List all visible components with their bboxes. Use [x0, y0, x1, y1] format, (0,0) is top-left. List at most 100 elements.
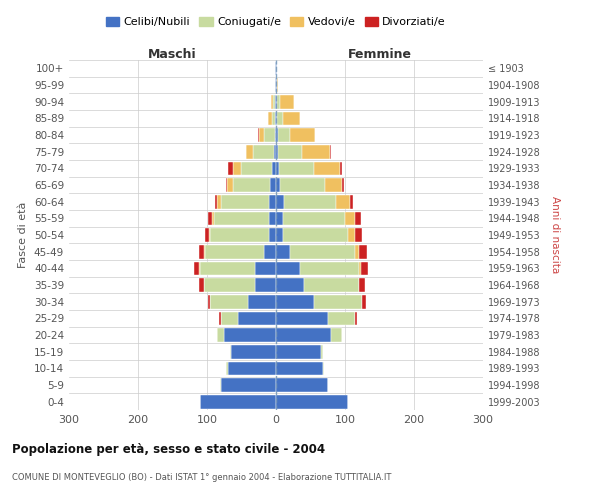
Bar — [205, 245, 263, 258]
Bar — [199, 262, 200, 275]
Bar — [284, 195, 336, 208]
Bar — [277, 95, 280, 108]
Bar — [290, 245, 355, 258]
Bar — [269, 195, 276, 208]
Bar — [275, 78, 276, 92]
Bar — [276, 78, 277, 92]
Bar — [204, 245, 205, 258]
Bar — [342, 178, 344, 192]
Bar — [212, 212, 214, 225]
Bar — [345, 212, 355, 225]
Bar — [304, 278, 359, 292]
Y-axis label: Fasce di età: Fasce di età — [19, 202, 28, 268]
Bar — [200, 262, 256, 275]
Bar — [276, 195, 284, 208]
Bar — [331, 328, 341, 342]
Bar — [328, 312, 355, 325]
Bar — [228, 162, 233, 175]
Bar — [277, 112, 283, 125]
Bar — [276, 312, 328, 325]
Bar — [241, 162, 272, 175]
Bar — [220, 312, 221, 325]
Bar — [208, 212, 212, 225]
Text: Popolazione per età, sesso e stato civile - 2004: Popolazione per età, sesso e stato civil… — [12, 442, 325, 456]
Bar — [233, 162, 241, 175]
Bar — [233, 178, 271, 192]
Bar — [355, 212, 361, 225]
Bar — [200, 395, 276, 408]
Bar — [273, 95, 275, 108]
Bar — [283, 212, 345, 225]
Bar — [247, 145, 253, 158]
Bar — [276, 328, 331, 342]
Bar — [314, 162, 340, 175]
Bar — [314, 128, 316, 142]
Bar — [272, 112, 275, 125]
Bar — [238, 312, 276, 325]
Bar — [359, 262, 361, 275]
Bar — [256, 262, 276, 275]
Bar — [277, 78, 278, 92]
Bar — [323, 362, 325, 375]
Bar — [280, 95, 294, 108]
Bar — [276, 378, 328, 392]
Bar — [283, 228, 349, 242]
Bar — [227, 178, 233, 192]
Bar — [275, 62, 276, 75]
Bar — [221, 195, 269, 208]
Bar — [276, 395, 349, 408]
Bar — [231, 345, 276, 358]
Bar — [209, 228, 211, 242]
Bar — [217, 328, 224, 342]
Bar — [278, 128, 290, 142]
Bar — [276, 178, 280, 192]
Bar — [215, 195, 217, 208]
Bar — [362, 295, 366, 308]
Bar — [272, 162, 276, 175]
Bar — [248, 295, 276, 308]
Bar — [194, 262, 199, 275]
Bar — [275, 112, 276, 125]
Bar — [290, 128, 314, 142]
Bar — [224, 328, 276, 342]
Bar — [355, 245, 359, 258]
Bar — [276, 62, 277, 75]
Bar — [268, 112, 272, 125]
Bar — [302, 145, 330, 158]
Bar — [276, 262, 300, 275]
Bar — [226, 178, 227, 192]
Bar — [259, 128, 264, 142]
Bar — [283, 112, 300, 125]
Bar — [276, 345, 321, 358]
Bar — [226, 362, 228, 375]
Bar — [341, 328, 342, 342]
Bar — [274, 145, 276, 158]
Bar — [228, 362, 276, 375]
Bar — [349, 228, 355, 242]
Bar — [359, 245, 367, 258]
Bar — [276, 212, 283, 225]
Bar — [211, 228, 269, 242]
Bar — [256, 278, 276, 292]
Legend: Celibi/Nubili, Coniugati/e, Vedovi/e, Divorziati/e: Celibi/Nubili, Coniugati/e, Vedovi/e, Di… — [106, 16, 446, 27]
Bar — [214, 212, 269, 225]
Bar — [211, 295, 248, 308]
Bar — [208, 295, 211, 308]
Bar — [336, 195, 350, 208]
Text: Maschi: Maschi — [148, 48, 197, 61]
Bar — [314, 295, 362, 308]
Text: COMUNE DI MONTEVEGLIO (BO) - Dati ISTAT 1° gennaio 2004 - Elaborazione TUTTITALI: COMUNE DI MONTEVEGLIO (BO) - Dati ISTAT … — [12, 472, 391, 482]
Bar — [199, 278, 203, 292]
Bar — [280, 162, 314, 175]
Bar — [271, 178, 276, 192]
Bar — [221, 312, 238, 325]
Bar — [321, 345, 323, 358]
Bar — [271, 95, 273, 108]
Bar — [263, 245, 276, 258]
Bar — [300, 262, 359, 275]
Bar — [269, 212, 276, 225]
Bar — [276, 295, 314, 308]
Bar — [245, 145, 247, 158]
Bar — [361, 262, 368, 275]
Bar — [258, 128, 259, 142]
